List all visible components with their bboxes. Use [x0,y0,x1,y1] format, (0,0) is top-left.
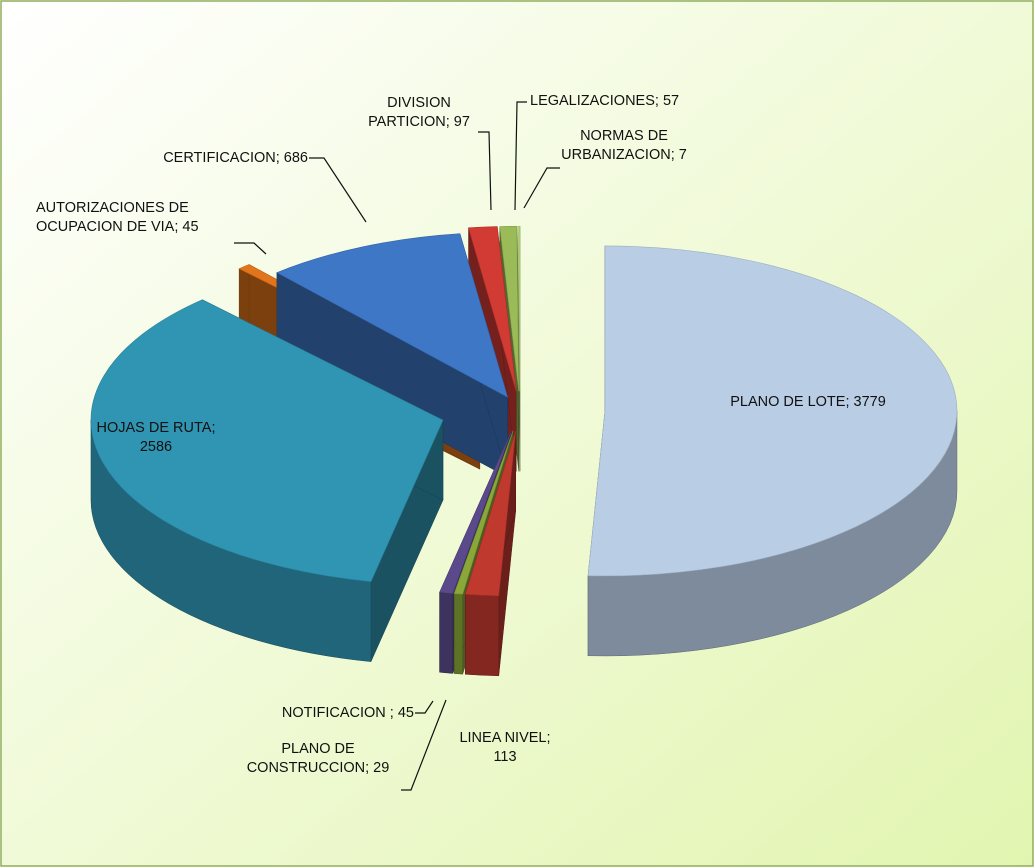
slice [90,299,444,662]
data-label: NORMAS DE URBANIZACION; 7 [548,127,700,165]
slice-wall [465,594,500,677]
label-separator: ; [174,219,183,235]
label-value: 29 [373,760,390,776]
data-label: NOTIFICACION ; 45 [200,704,414,723]
label-name: PLANO DE LOTE [730,394,846,410]
leader-line [478,131,492,211]
slice-top [439,430,512,594]
leader-line [415,700,434,714]
data-label: AUTORIZACIONES DE OCUPACION DE VIA; 45 [36,199,232,237]
leader-line [514,101,527,211]
label-value: 113 [493,749,517,765]
label-value: 2586 [139,439,173,455]
label-value: 45 [182,219,199,235]
slice [464,430,516,677]
label-value: 57 [662,93,680,109]
label-separator: ; [654,93,663,109]
leader-line [234,242,267,255]
label-value: 45 [397,705,414,721]
label-name: CERTIFICACION [163,150,276,166]
slice-top [276,233,509,398]
slice-top [468,226,517,392]
slice-top [517,225,521,392]
label-separator: ; [670,147,679,163]
label-name: NOTIFICACION [281,705,390,721]
label-name: AUTORIZACIONES DE OCUPACION DE VIA [36,200,189,235]
label-value: 3779 [853,394,886,410]
label-name: LEGALIZACIONES [530,93,655,109]
label-separator: ; [365,760,374,776]
leader-line [309,157,367,223]
slice-top [90,299,444,582]
label-value: 686 [283,150,308,166]
leader-line [523,167,560,209]
data-label: HOJAS DE RUTA; 2586 [86,419,226,457]
label-name: HOJAS DE RUTA [96,420,212,436]
label-separator: ; [845,394,854,410]
label-value: 97 [453,114,470,130]
leader-line [401,699,447,791]
label-separator: ; [389,705,398,721]
slice [276,233,509,478]
slice [517,225,521,472]
data-label: PLANO DE LOTE; 3779 [728,393,888,412]
label-separator: ; [211,420,216,436]
label-separator: ; [275,150,284,166]
label-name: PLANO DE CONSTRUCCION [246,741,366,776]
label-name: LINEA NIVEL [459,730,547,746]
label-value: 7 [678,147,687,163]
pie [90,225,958,677]
slice-top [453,430,514,595]
data-label: DIVISION PARTICION; 97 [360,94,478,132]
data-label: LEGALIZACIONES; 57 [530,92,730,111]
data-label: LINEA NIVEL; 113 [458,729,552,767]
slice-wall [439,591,454,674]
slice-top [587,245,958,577]
slice [587,245,958,657]
slice-wall [453,593,463,675]
slice-top [499,225,520,392]
data-label: CERTIFICACION; 686 [80,149,308,168]
slice-top [464,430,516,597]
label-name: DIVISION PARTICION [368,95,451,130]
data-label: PLANO DE CONSTRUCCION; 29 [232,740,404,778]
label-separator: ; [546,730,551,746]
label-separator: ; [445,114,454,130]
label-name: NORMAS DE URBANIZACION [561,128,671,163]
